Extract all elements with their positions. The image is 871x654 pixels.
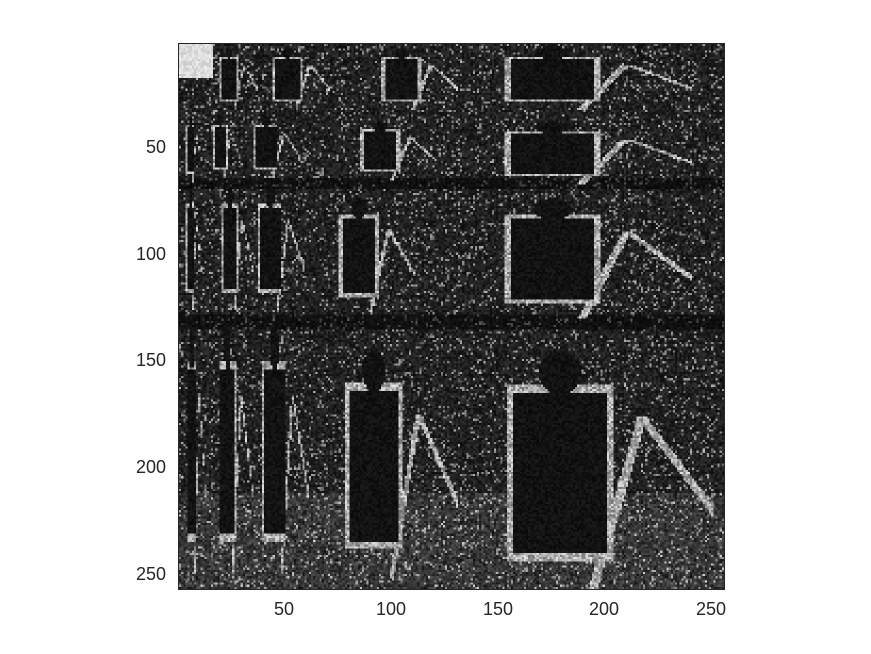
wavelet-image xyxy=(179,44,724,589)
x-tick-label: 200 xyxy=(588,599,620,619)
y-tick-label: 100 xyxy=(135,244,166,264)
image-axes xyxy=(178,43,725,590)
x-tick-label: 100 xyxy=(375,599,407,619)
x-tick-label: 250 xyxy=(695,599,727,619)
y-tick-label: 250 xyxy=(135,564,166,584)
y-tick-label: 150 xyxy=(135,350,166,370)
x-tick-label: 150 xyxy=(482,599,514,619)
x-tick-label: 50 xyxy=(273,599,295,619)
y-tick-label: 200 xyxy=(135,457,166,477)
y-tick-label: 50 xyxy=(145,137,166,157)
